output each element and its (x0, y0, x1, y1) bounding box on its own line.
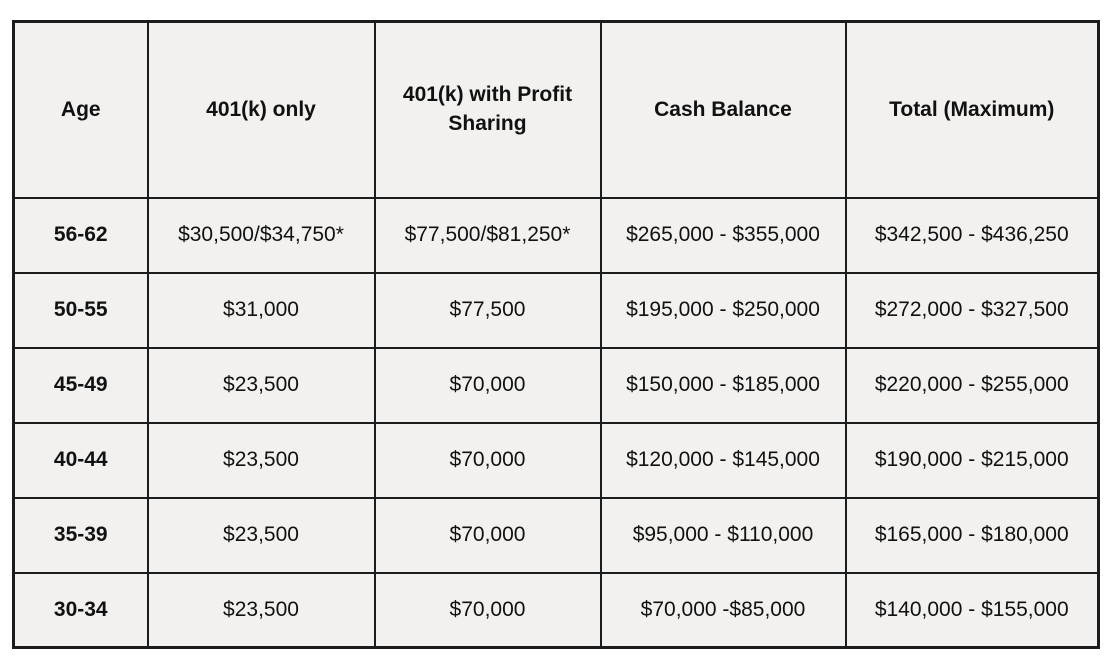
table-row: 40-44 $23,500 $70,000 $120,000 - $145,00… (12, 421, 1100, 499)
table-row: 56-62 $30,500/$34,750* $77,500/$81,250* … (12, 196, 1100, 274)
cell-cash-balance: $150,000 - $185,000 (599, 346, 847, 424)
cell-age: 56-62 (12, 196, 149, 274)
table-row: 50-55 $31,000 $77,500 $195,000 - $250,00… (12, 271, 1100, 349)
cell-cash-balance: $195,000 - $250,000 (599, 271, 847, 349)
cell-age: 35-39 (12, 496, 149, 574)
cell-total-maximum: $220,000 - $255,000 (844, 346, 1100, 424)
cell-401k-profit-sharing: $77,500/$81,250* (373, 196, 602, 274)
cell-401k-only: $23,500 (146, 571, 376, 649)
cell-401k-only: $23,500 (146, 496, 376, 574)
cell-total-maximum: $190,000 - $215,000 (844, 421, 1100, 499)
column-header-total-maximum: Total (Maximum) (844, 20, 1100, 199)
cell-total-maximum: $165,000 - $180,000 (844, 496, 1100, 574)
cell-age: 40-44 (12, 421, 149, 499)
cell-cash-balance: $265,000 - $355,000 (599, 196, 847, 274)
cell-cash-balance: $95,000 - $110,000 (599, 496, 847, 574)
cell-401k-only: $23,500 (146, 346, 376, 424)
cell-total-maximum: $272,000 - $327,500 (844, 271, 1100, 349)
cell-401k-only: $30,500/$34,750* (146, 196, 376, 274)
cell-total-maximum: $342,500 - $436,250 (844, 196, 1100, 274)
table-row: 35-39 $23,500 $70,000 $95,000 - $110,000… (12, 496, 1100, 574)
cell-age: 45-49 (12, 346, 149, 424)
header-row: Age 401(k) only 401(k) with Profit Shari… (12, 20, 1100, 199)
cell-401k-profit-sharing: $70,000 (373, 346, 602, 424)
cell-cash-balance: $120,000 - $145,000 (599, 421, 847, 499)
table-row: 45-49 $23,500 $70,000 $150,000 - $185,00… (12, 346, 1100, 424)
cell-401k-profit-sharing: $70,000 (373, 496, 602, 574)
cell-401k-profit-sharing: $70,000 (373, 421, 602, 499)
cell-total-maximum: $140,000 - $155,000 (844, 571, 1100, 649)
column-header-401k-profit-sharing: 401(k) with Profit Sharing (373, 20, 602, 199)
contribution-limits-table-container: Age 401(k) only 401(k) with Profit Shari… (12, 20, 1100, 649)
cell-age: 50-55 (12, 271, 149, 349)
column-header-cash-balance: Cash Balance (599, 20, 847, 199)
contribution-limits-table: Age 401(k) only 401(k) with Profit Shari… (12, 20, 1100, 649)
cell-cash-balance: $70,000 -$85,000 (599, 571, 847, 649)
table-row: 30-34 $23,500 $70,000 $70,000 -$85,000 $… (12, 571, 1100, 649)
cell-401k-profit-sharing: $70,000 (373, 571, 602, 649)
cell-401k-only: $31,000 (146, 271, 376, 349)
cell-age: 30-34 (12, 571, 149, 649)
column-header-age: Age (12, 20, 149, 199)
cell-401k-only: $23,500 (146, 421, 376, 499)
cell-401k-profit-sharing: $77,500 (373, 271, 602, 349)
column-header-401k-only: 401(k) only (146, 20, 376, 199)
